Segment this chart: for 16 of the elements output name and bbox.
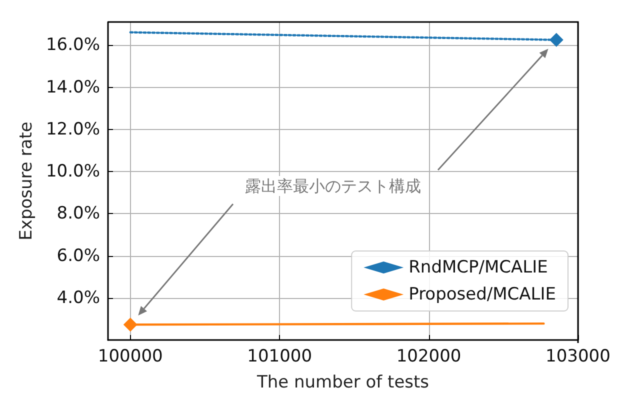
legend-label: RndMCP/MCALIE (408, 258, 548, 278)
y-tick-label: 8.0% (56, 204, 100, 224)
y-tick-label: 4.0% (56, 288, 100, 308)
y-tick-label: 14.0% (46, 77, 100, 98)
legend-label: Proposed/MCALIE (408, 284, 556, 304)
x-tick-label: 103000 (546, 346, 610, 366)
x-axis-title: The number of tests (256, 372, 430, 392)
x-tick-label: 101000 (247, 346, 312, 366)
y-tick-label: 6.0% (56, 246, 100, 266)
y-tick-label: 10.0% (46, 162, 100, 182)
y-axis-title: Exposure rate (16, 122, 37, 240)
y-tick-label: 12.0% (46, 119, 100, 140)
x-tick-label: 100000 (98, 346, 163, 366)
annotation: 露出率最小のテスト構成 (245, 176, 421, 196)
x-tick-label: 102000 (396, 346, 462, 366)
y-tick-label: 16.0% (46, 35, 100, 56)
